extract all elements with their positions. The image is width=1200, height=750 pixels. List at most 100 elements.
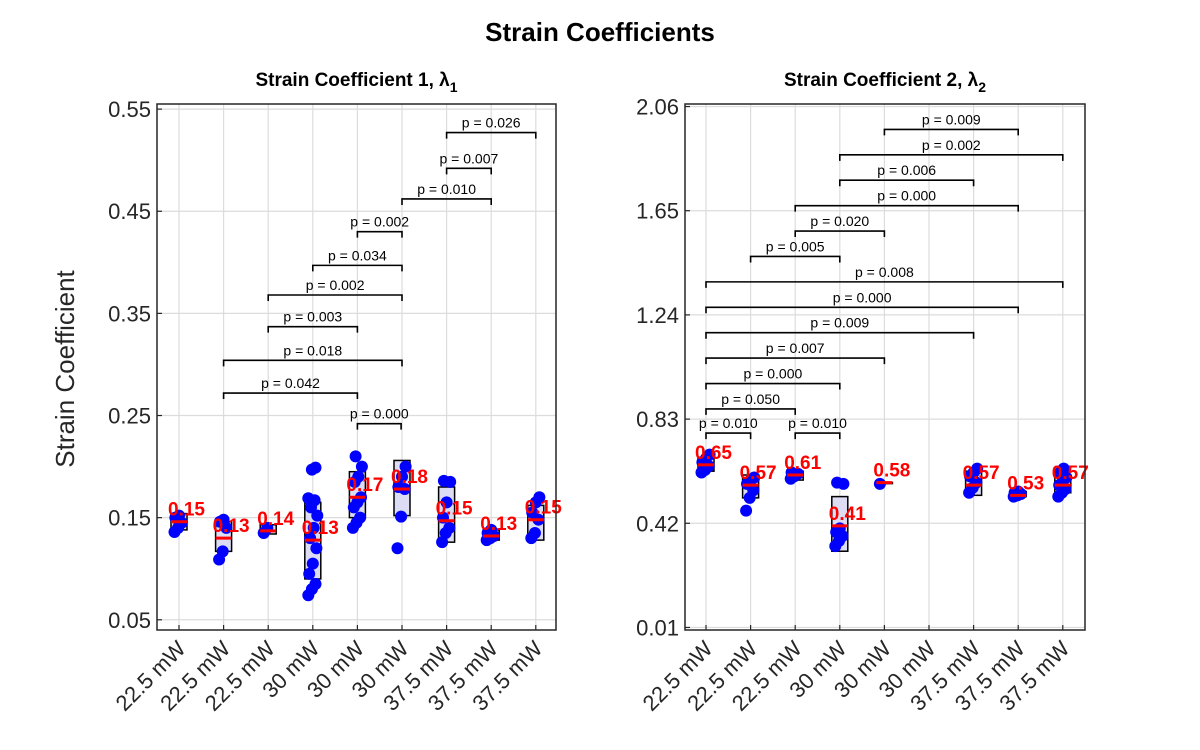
data-point [740, 504, 753, 517]
p-value-label: p = 0.010 [699, 415, 758, 431]
data-point [528, 526, 541, 539]
data-point [217, 513, 230, 526]
p-value-label: p = 0.002 [350, 214, 409, 230]
y-tick-label: 0.83 [636, 407, 679, 432]
significance-bracket [705, 432, 752, 440]
median-label: 0.57 [740, 463, 777, 484]
median-label: 0.14 [257, 509, 294, 530]
data-point [173, 509, 185, 522]
p-value-label: p = 0.010 [417, 181, 476, 197]
significance-bracket [705, 306, 1019, 314]
significance-bracket [705, 331, 975, 339]
significance-bracket [445, 131, 537, 139]
median-label: 0.17 [346, 475, 383, 496]
median-label: 0.65 [695, 443, 732, 464]
significance-bracket [222, 392, 359, 400]
data-point [1057, 462, 1070, 475]
data-point [703, 448, 716, 461]
data-point [436, 536, 449, 549]
p-value-label: p = 0.002 [306, 277, 365, 293]
p-value-label: p = 0.042 [261, 375, 320, 391]
significance-bracket [705, 281, 1064, 288]
significance-bracket [445, 167, 492, 175]
data-point [307, 521, 320, 534]
median-label: 0.15 [525, 498, 562, 519]
significance-bracket [401, 198, 492, 205]
panel-title-subscript: 2 [978, 79, 986, 95]
y-tick-label: 0.35 [108, 301, 151, 326]
significance-bracket [794, 204, 1019, 212]
panel-title-main: Strain Coefficient 1, λ [255, 70, 450, 91]
data-point [533, 491, 546, 504]
significance-bracket [356, 422, 402, 430]
median-label: 0.57 [963, 463, 1000, 484]
data-point [303, 567, 316, 580]
axes-frame [156, 103, 557, 631]
figure-title: Strain Coefficients [485, 17, 715, 47]
p-value-label: p = 0.000 [350, 406, 409, 422]
data-point [485, 523, 498, 536]
median-label: 0.53 [1007, 473, 1044, 494]
p-value-label: p = 0.007 [766, 340, 825, 356]
median-label: 0.13 [480, 514, 517, 535]
significance-bracket [705, 408, 796, 415]
p-value-label: p = 0.000 [744, 366, 803, 382]
p-value-label: p = 0.000 [833, 289, 892, 305]
p-value-label: p = 0.034 [328, 247, 387, 263]
p-value-label: p = 0.009 [810, 315, 869, 331]
axes-frame [684, 103, 1086, 631]
p-value-label: p = 0.007 [440, 150, 499, 166]
data-point [399, 460, 412, 473]
median-label: 0.13 [302, 518, 339, 539]
p-value-label: p = 0.005 [766, 238, 825, 254]
median-label: 0.57 [1052, 463, 1089, 484]
data-point [349, 450, 362, 463]
significance-bracket [356, 230, 403, 238]
significance-bracket [267, 325, 359, 333]
significance-bracket [794, 230, 886, 238]
significance-bracket [839, 154, 1064, 161]
data-point [831, 476, 844, 489]
significance-bracket [267, 294, 403, 301]
p-value-label: p = 0.018 [283, 342, 342, 358]
data-point [437, 474, 450, 487]
significance-bracket [749, 255, 841, 263]
p-value-label: p = 0.006 [877, 162, 936, 178]
panel-title-main: Strain Coefficient 2, λ [784, 70, 979, 91]
significance-bracket [705, 357, 886, 365]
data-point [216, 545, 229, 558]
p-value-label: p = 0.008 [855, 264, 914, 280]
y-tick-label: 0.15 [108, 506, 151, 531]
y-tick-label: 0.05 [108, 608, 151, 633]
y-tick-label: 0.25 [108, 404, 151, 429]
p-value-label: p = 0.050 [721, 391, 780, 407]
panel-title: Strain Coefficient 1, λ1 [255, 70, 457, 95]
data-point [391, 542, 404, 555]
median-label: 0.15 [168, 500, 205, 521]
y-tick-label: 1.65 [636, 199, 679, 224]
data-point [396, 470, 408, 483]
significance-bracket [794, 432, 841, 440]
y-tick-label: 0.45 [108, 199, 151, 224]
p-value-label: p = 0.010 [788, 415, 847, 431]
p-value-label: p = 0.002 [922, 137, 981, 153]
data-point [526, 506, 539, 519]
data-point [971, 462, 984, 475]
significance-bracket [883, 128, 1019, 136]
data-point [310, 542, 323, 555]
median-label: 0.15 [436, 499, 473, 520]
data-point [306, 557, 319, 570]
p-value-label: p = 0.009 [922, 111, 981, 127]
y-tick-label: 1.24 [636, 303, 679, 328]
p-value-label: p = 0.003 [283, 309, 342, 325]
significance-bracket [222, 359, 403, 367]
y-tick-label: 0.55 [108, 97, 151, 122]
data-point [440, 496, 453, 509]
median-label: 0.61 [784, 453, 821, 474]
panel-title-subscript: 1 [450, 79, 458, 95]
p-value-label: p = 0.020 [810, 213, 869, 229]
data-point [395, 510, 408, 523]
